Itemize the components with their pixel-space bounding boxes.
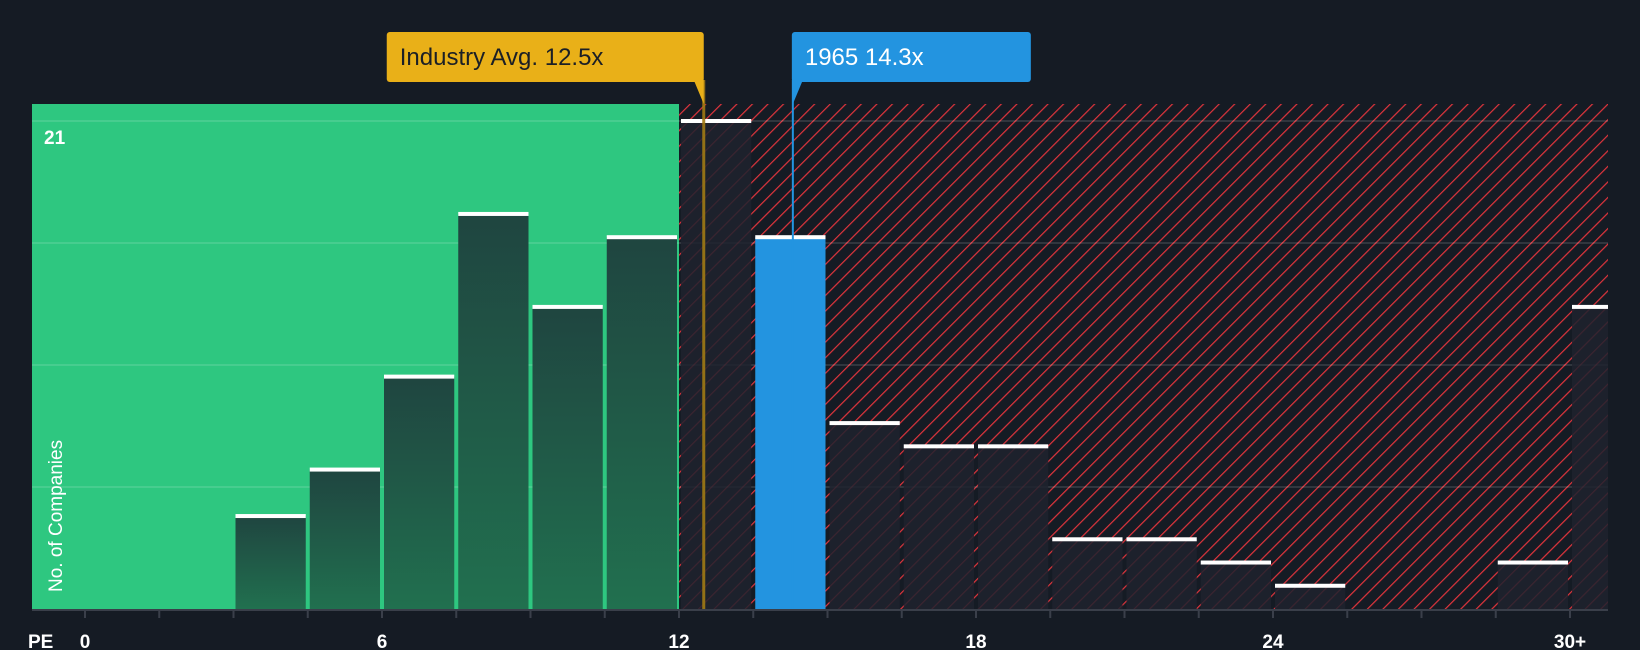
x-tick-label: 0 bbox=[80, 632, 91, 650]
label-pointer bbox=[693, 80, 704, 104]
bar-cap bbox=[978, 444, 1049, 449]
x-tick-label: 30+ bbox=[1554, 632, 1586, 650]
bar-cap bbox=[755, 235, 826, 240]
histogram-bar bbox=[681, 121, 752, 609]
histogram-bar bbox=[978, 446, 1049, 609]
histogram-bar bbox=[458, 213, 529, 609]
histogram-bar bbox=[903, 446, 974, 609]
bar-cap bbox=[384, 374, 455, 379]
histogram-bar bbox=[532, 306, 603, 609]
company-pe-label-box bbox=[791, 32, 1031, 82]
bar-cap bbox=[532, 304, 603, 309]
bar-cap bbox=[1572, 304, 1608, 309]
industry-avg-label-box bbox=[386, 32, 704, 82]
bar-cap bbox=[1200, 560, 1271, 565]
bar-cap bbox=[1052, 537, 1123, 542]
histogram-bar bbox=[1275, 585, 1346, 609]
x-tick-label: 12 bbox=[668, 632, 689, 650]
x-axis-label: PE bbox=[28, 632, 53, 650]
histogram-bar bbox=[235, 516, 306, 609]
bar-cap bbox=[829, 421, 900, 426]
histogram-bar bbox=[829, 423, 900, 609]
highlighted-bar bbox=[755, 237, 826, 609]
histogram-bar bbox=[309, 469, 380, 609]
histogram-bar bbox=[1200, 562, 1271, 609]
bar-cap bbox=[1275, 583, 1346, 588]
histogram-bar bbox=[1126, 539, 1197, 609]
bar-cap bbox=[903, 444, 974, 449]
x-tick-label: 18 bbox=[965, 632, 986, 650]
histogram-bar bbox=[1572, 306, 1608, 609]
y-tick-label-21: 21 bbox=[44, 128, 66, 149]
histogram-bar bbox=[606, 237, 677, 609]
x-tick-label: 24 bbox=[1262, 632, 1284, 650]
bar-cap bbox=[235, 514, 306, 519]
label-pointer bbox=[792, 80, 803, 104]
y-axis-label: No. of Companies bbox=[46, 440, 67, 592]
bar-cap bbox=[309, 467, 380, 472]
bar-cap bbox=[1497, 560, 1568, 565]
bar-cap bbox=[606, 235, 677, 240]
histogram-bar bbox=[384, 376, 455, 609]
industry-avg-label: Industry Avg. 12.5x bbox=[400, 44, 604, 71]
bar-cap bbox=[681, 119, 752, 123]
x-tick-label: 6 bbox=[377, 632, 388, 650]
bar-cap bbox=[458, 211, 529, 216]
histogram-bar bbox=[1497, 562, 1568, 609]
company-pe-label: 1965 14.3x bbox=[805, 44, 924, 71]
histogram-bar bbox=[1052, 539, 1123, 609]
bar-cap bbox=[1126, 537, 1197, 542]
